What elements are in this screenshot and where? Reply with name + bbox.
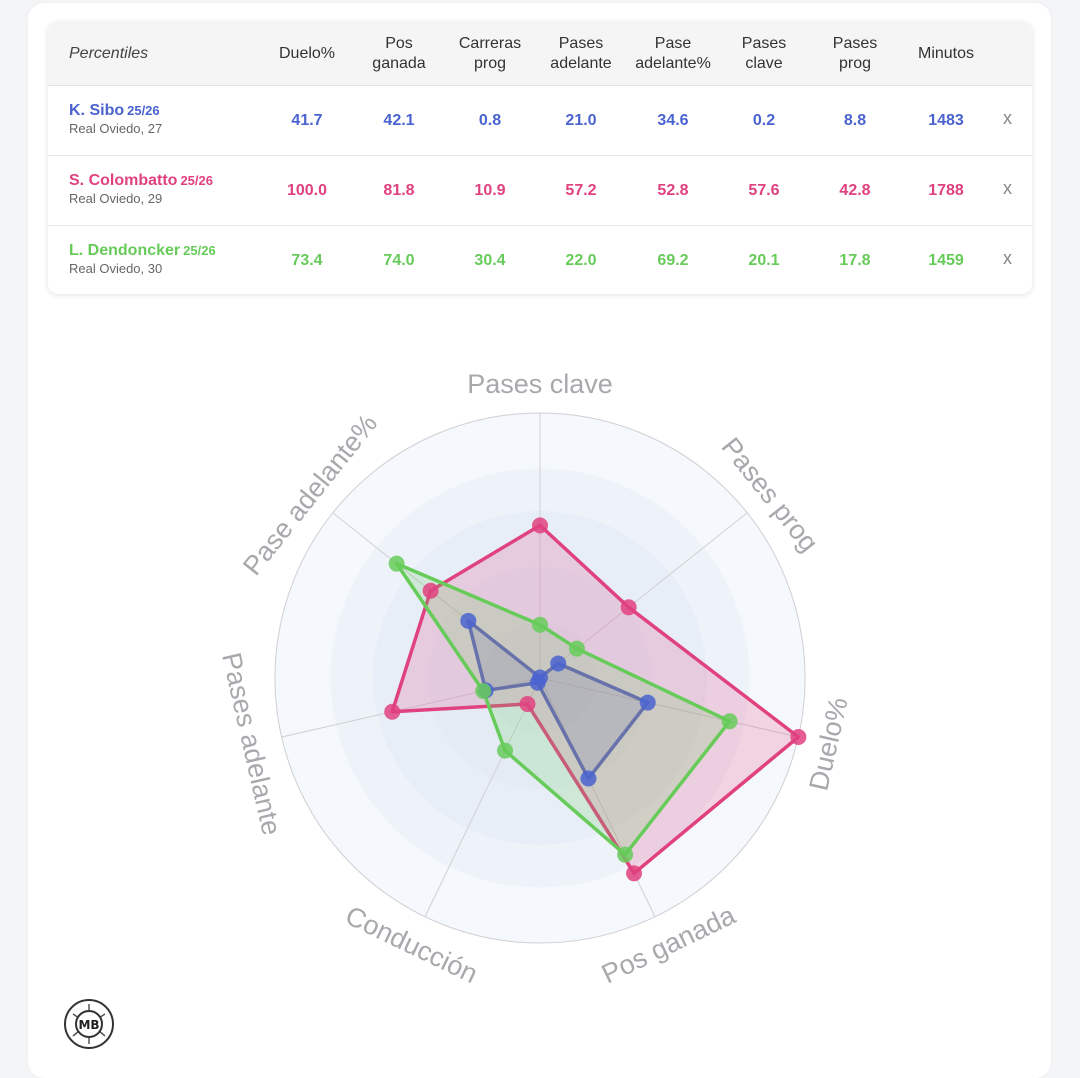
data-point — [626, 865, 643, 882]
table-cell: 41.7 — [291, 111, 323, 129]
table-row: S. Colombatto 25/26 Real Oviedo, 29 100.0 81… — [48, 156, 1032, 226]
data-point — [639, 694, 656, 711]
table-cell: 34.6 — [657, 111, 689, 129]
data-point — [384, 703, 401, 720]
data-point — [620, 599, 637, 616]
remove-player-button[interactable]: x — [1003, 178, 1012, 198]
percentiles-table: Percentiles Duelo% Pos ganada Carreras prog… — [48, 22, 1032, 294]
player-team: Real Oviedo, 27 — [69, 121, 163, 136]
series-area — [394, 561, 732, 857]
table-cell: 30.4 — [474, 251, 506, 269]
data-point — [529, 674, 546, 691]
table-cell: 1459 — [928, 251, 964, 269]
player-season: 25/26 — [183, 243, 216, 258]
table-cell: 0.2 — [752, 111, 776, 129]
table-cell: 52.8 — [657, 181, 689, 199]
table-row: K. Sibo 25/26 Real Oviedo, 27 41.7 42.1 0.8 21… — [48, 86, 1032, 156]
table-cell: 42.1 — [383, 111, 415, 129]
data-point — [532, 517, 548, 534]
header-col-2[interactable]: Pos ganada — [372, 34, 426, 72]
data-point — [721, 713, 738, 730]
table-row: L. Dendoncker 25/26 Real Oviedo, 30 73.4 74.… — [48, 226, 1032, 294]
table-cell: 20.1 — [748, 251, 780, 269]
data-point — [460, 612, 477, 629]
table-cell: 73.4 — [291, 251, 323, 269]
axis-label: Duelo% — [803, 694, 853, 793]
data-point — [475, 682, 492, 699]
header-col-7[interactable]: Pases prog — [832, 34, 878, 72]
table-cell: 81.8 — [383, 181, 415, 199]
header-col-3[interactable]: Carreras prog — [458, 34, 522, 72]
player-team: Real Oviedo, 30 — [69, 261, 163, 276]
table-cell: 8.8 — [843, 111, 867, 129]
table-cell: 100.0 — [286, 181, 328, 199]
remove-player-button[interactable]: x — [1003, 108, 1012, 128]
data-point — [497, 742, 514, 759]
player-info: L. Dendoncker 25/26 Real Oviedo, 30 — [69, 242, 216, 276]
header-col-8[interactable]: Minutos — [917, 44, 975, 62]
player-name[interactable]: L. Dendoncker — [69, 242, 181, 259]
player-name[interactable]: S. Colombatto — [69, 172, 178, 189]
player-name[interactable]: K. Sibo — [69, 102, 125, 119]
table-cell: 21.0 — [565, 111, 597, 129]
player-info: S. Colombatto 25/26 Real Oviedo, 29 — [69, 172, 213, 206]
table-cell: 1788 — [928, 181, 964, 199]
data-point — [532, 616, 548, 633]
radar-spoke — [424, 677, 541, 917]
table-cell: 17.8 — [839, 251, 871, 269]
data-point — [580, 770, 597, 787]
header-col-4[interactable]: Pases adelante — [550, 34, 612, 72]
player-info: K. Sibo 25/26 Real Oviedo, 27 — [69, 102, 162, 136]
table-cell: 1483 — [928, 111, 964, 129]
data-point — [568, 640, 585, 657]
header-col-5[interactable]: Pase adelante% — [635, 34, 711, 72]
logo-text: MB — [78, 1018, 99, 1032]
table-cell: 42.8 — [839, 181, 871, 199]
data-point — [790, 728, 807, 745]
mb-logo: MB — [64, 999, 114, 1049]
series-area — [390, 523, 801, 876]
data-point — [422, 582, 439, 599]
data-point — [550, 655, 567, 672]
table-cell: 57.6 — [748, 181, 780, 199]
data-point — [388, 555, 405, 572]
table-cell: 57.2 — [565, 181, 597, 199]
radar-spoke — [539, 677, 799, 738]
table-cell: 22.0 — [565, 251, 597, 269]
data-point — [519, 696, 536, 713]
player-season: 25/26 — [180, 173, 213, 188]
header-col-6[interactable]: Pases clave — [741, 34, 787, 72]
data-point — [617, 846, 634, 863]
header-col-1[interactable]: Duelo% — [278, 44, 336, 62]
axis-label: Pases clave — [467, 369, 613, 399]
player-season: 25/26 — [127, 103, 160, 118]
player-team: Real Oviedo, 29 — [69, 191, 163, 206]
table-cell: 74.0 — [383, 251, 415, 269]
header-percentiles: Percentiles — [69, 44, 149, 62]
table-cell: 10.9 — [474, 181, 506, 199]
remove-player-button[interactable]: x — [1003, 248, 1012, 268]
table-header: Percentiles Duelo% Pos ganada Carreras prog… — [48, 22, 1032, 86]
table-cell: 0.8 — [478, 111, 502, 129]
series-area — [466, 619, 650, 781]
table-cell: 69.2 — [657, 251, 689, 269]
